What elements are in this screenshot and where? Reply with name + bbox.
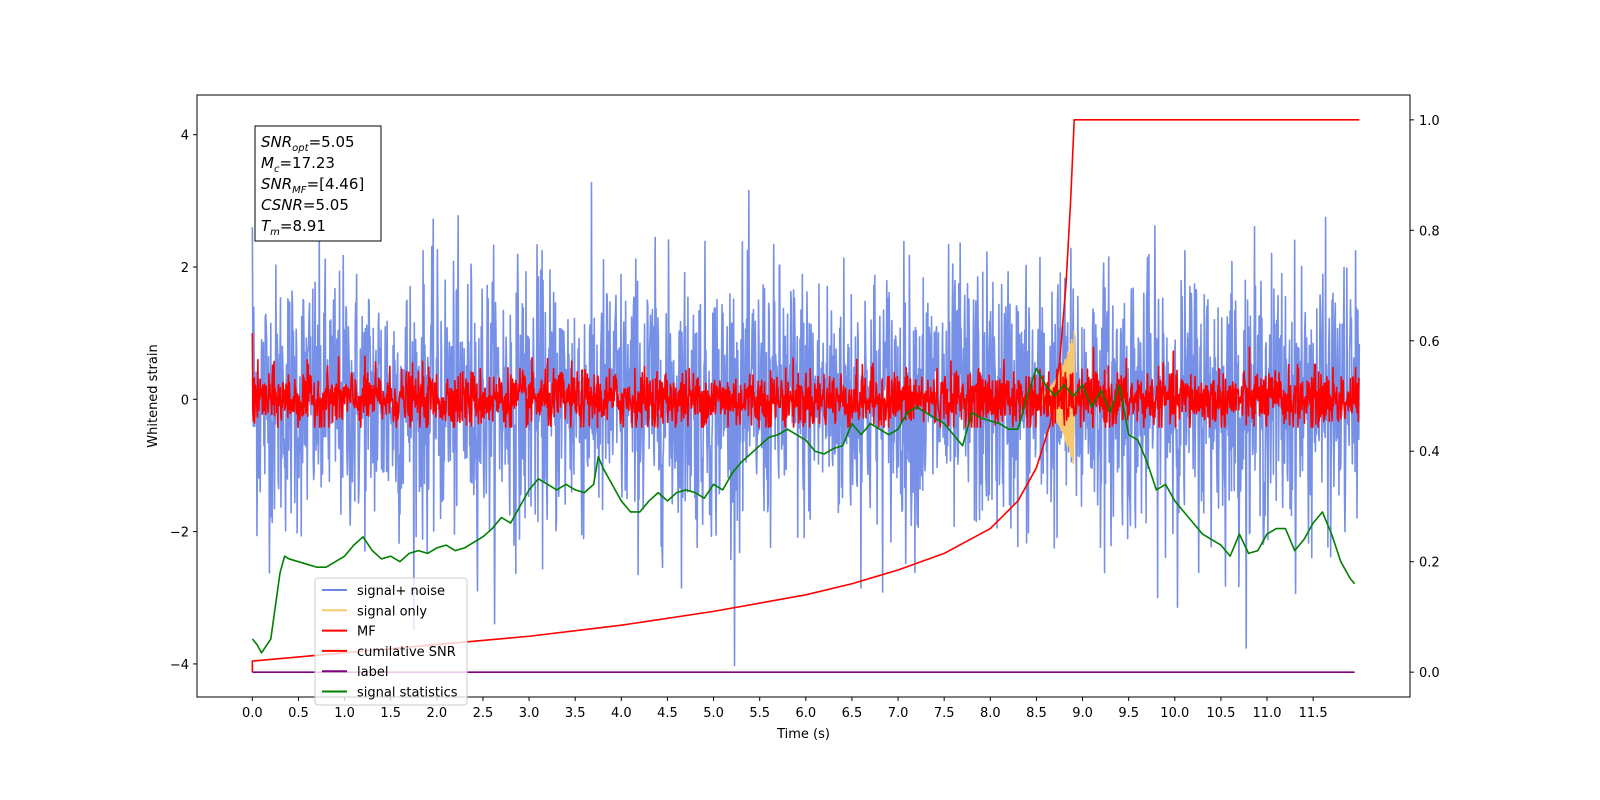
annotation-line: Mc=17.23 xyxy=(261,154,335,175)
stats-annotation-box: SNRopt=5.05Mc=17.23SNRMF=[4.46]CSNR=5.05… xyxy=(254,125,382,242)
y2-tick-label: 0.8 xyxy=(1419,224,1440,239)
series-mf-line xyxy=(251,333,1360,428)
legend-label: MF xyxy=(357,625,376,640)
series-signal-statistics-line xyxy=(251,367,1356,654)
annotation-line: CSNR=5.05 xyxy=(261,196,349,214)
annotation-line: SNRopt=5.05 xyxy=(261,133,355,154)
legend-label: signal only xyxy=(357,604,427,619)
x-tick-label: 5.5 xyxy=(749,706,770,721)
x-tick-label: 9.0 xyxy=(1072,706,1093,721)
x-tick-label: 11.5 xyxy=(1299,706,1328,721)
x-tick-label: 7.5 xyxy=(934,706,955,721)
x-tick-label: 10.5 xyxy=(1206,706,1235,721)
x-tick-label: 4.5 xyxy=(657,706,678,721)
y-tick-label: 4 xyxy=(181,129,189,144)
y-tick-label: −2 xyxy=(170,526,189,541)
x-tick-label: 7.0 xyxy=(888,706,909,721)
x-tick-label: 8.5 xyxy=(1026,706,1047,721)
x-axis-label: Time (s) xyxy=(776,727,830,742)
x-tick-label: 3.5 xyxy=(565,706,586,721)
y2-tick-label: 1.0 xyxy=(1419,114,1440,129)
legend-label: cumilative SNR xyxy=(357,645,456,660)
x-tick-label: 1.0 xyxy=(334,706,355,721)
x-tick-label: 6.0 xyxy=(795,706,816,721)
x-tick-label: 0.0 xyxy=(242,706,263,721)
x-tick-label: 5.0 xyxy=(703,706,724,721)
annotation-line: Tm=8.91 xyxy=(261,217,326,238)
legend-label: label xyxy=(357,665,388,680)
x-tick-label: 0.5 xyxy=(288,706,309,721)
y-tick-label: 2 xyxy=(181,261,189,276)
y-tick-label: 0 xyxy=(181,393,189,408)
y2-tick-label: 0.4 xyxy=(1419,445,1440,460)
annotation-frame xyxy=(254,125,382,242)
y2-tick-label: 0.2 xyxy=(1419,556,1440,571)
x-tick-label: 10.0 xyxy=(1160,706,1189,721)
x-tick-label: 2.5 xyxy=(473,706,494,721)
x-tick-label: 2.0 xyxy=(426,706,447,721)
x-tick-label: 8.0 xyxy=(980,706,1001,721)
y-axis-label: Whitened strain xyxy=(146,344,161,447)
legend-label: signal statistics xyxy=(357,686,458,701)
y-tick-label: −4 xyxy=(170,658,189,673)
axes: 0.0 0.5 1.0 1.5 2.0 2.5 3.0 3.5 4.0 4.5 5.0 5.5 6.0 6… xyxy=(170,94,1440,721)
y2-tick-label: 0.0 xyxy=(1419,666,1440,681)
annotation-line: SNRMF=[4.46] xyxy=(261,175,364,196)
legend-frame xyxy=(314,577,468,706)
x-tick-label: 11.0 xyxy=(1253,706,1282,721)
x-tick-label: 6.5 xyxy=(842,706,863,721)
x-tick-label: 1.5 xyxy=(380,706,401,721)
x-tick-label: 4.0 xyxy=(611,706,632,721)
x-tick-label: 9.5 xyxy=(1118,706,1139,721)
legend: signal+ noise signal only MF cumilative SNR… xyxy=(314,577,468,706)
legend-label: signal+ noise xyxy=(357,584,445,599)
plot-frame xyxy=(196,94,1411,698)
y2-tick-label: 0.6 xyxy=(1419,335,1440,350)
x-tick-label: 3.0 xyxy=(519,706,540,721)
